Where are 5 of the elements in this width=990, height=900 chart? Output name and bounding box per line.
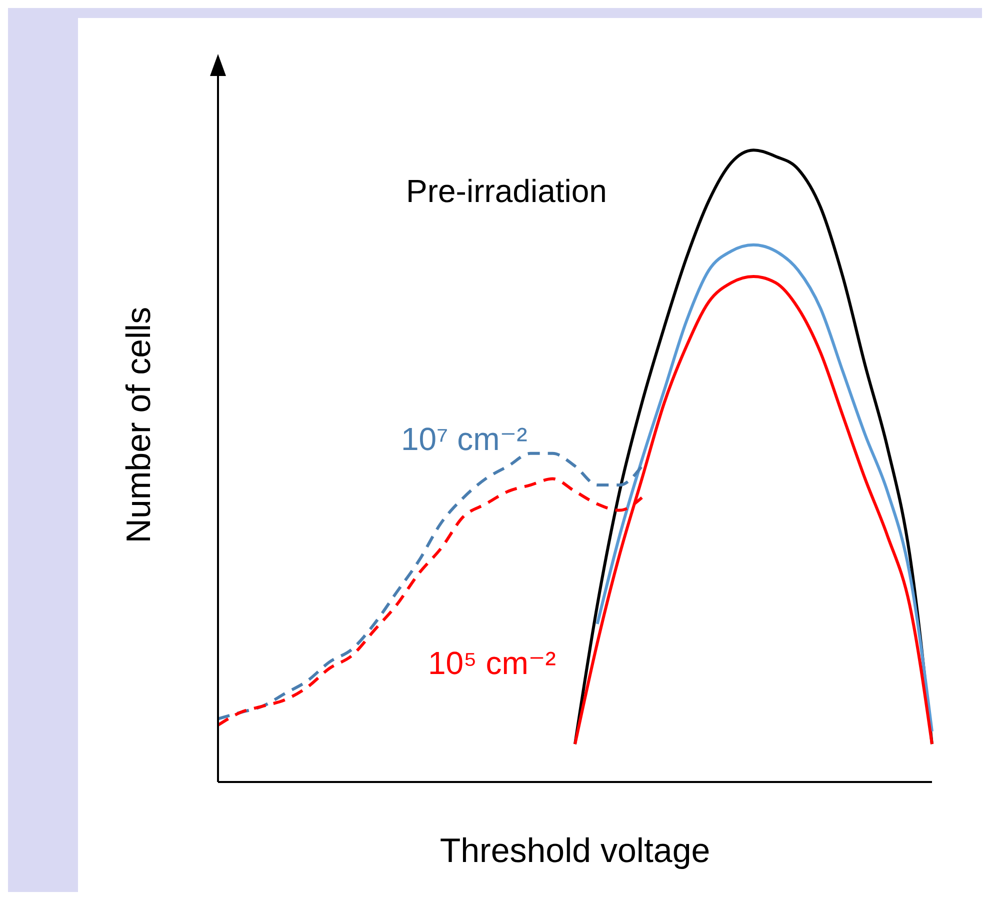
text: Pre-irradiation — [406, 173, 607, 210]
y-axis-title: Number of cells — [120, 306, 158, 544]
x-axis-title: Threshold voltage — [440, 832, 710, 870]
series-label: 10⁷ cm⁻² — [401, 420, 528, 458]
series-label: 10⁵ cm⁻² — [428, 644, 556, 682]
